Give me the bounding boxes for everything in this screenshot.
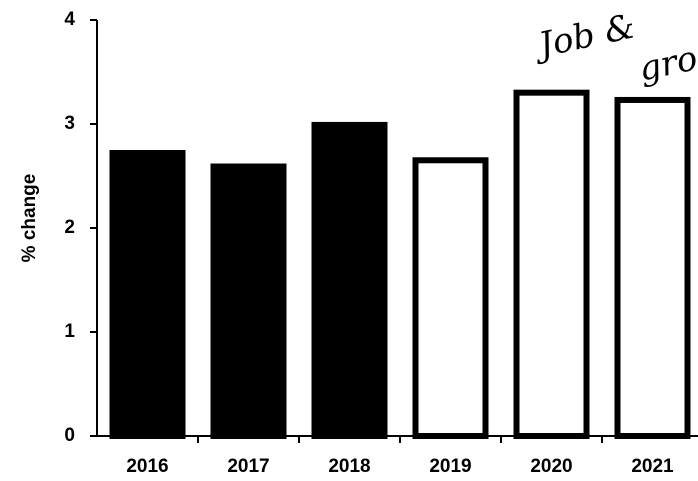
annotation: Job & — [530, 6, 639, 67]
y-tick-label: 2 — [64, 217, 75, 238]
y-tick-label: 0 — [64, 425, 75, 446]
bar — [210, 163, 287, 440]
y-tick-label: 3 — [64, 113, 75, 134]
x-tick-label: 2017 — [227, 456, 269, 477]
y-tick-label: 1 — [64, 321, 75, 342]
bar — [614, 96, 691, 440]
bar — [513, 89, 590, 440]
annotation: gro — [635, 38, 698, 89]
x-tick-label: 2020 — [530, 456, 572, 477]
y-tick-label: 4 — [64, 9, 75, 30]
x-tick-label: 2018 — [328, 456, 370, 477]
bar — [109, 150, 186, 439]
x-tick-label: 2016 — [126, 456, 168, 477]
x-tick-label: 2021 — [631, 456, 674, 477]
x-tick-label: 2019 — [429, 456, 471, 477]
bar — [412, 157, 489, 439]
bar — [311, 121, 388, 439]
y-axis-label: % change — [19, 174, 40, 263]
